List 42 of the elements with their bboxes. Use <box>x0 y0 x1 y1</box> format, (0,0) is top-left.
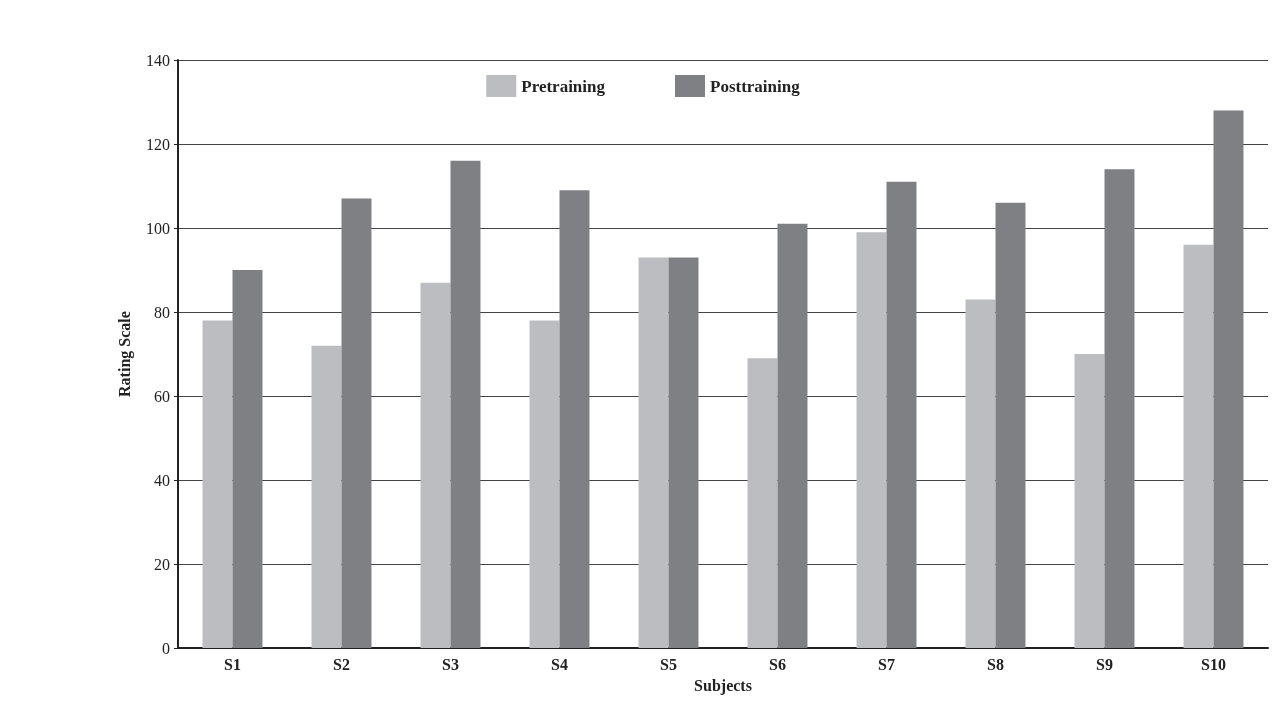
bar <box>202 320 233 649</box>
x-tick-label: S5 <box>660 655 677 673</box>
y-tick-label: 80 <box>154 303 170 321</box>
y-tick-label: 20 <box>154 555 170 573</box>
bar <box>450 160 481 649</box>
bar <box>232 270 263 649</box>
bar <box>886 181 917 649</box>
x-tick-label: S8 <box>987 655 1004 673</box>
bar <box>559 190 590 649</box>
y-tick-label: 0 <box>162 639 170 657</box>
y-tick-label: 120 <box>146 135 170 153</box>
bar <box>529 320 560 649</box>
x-tick-label: S1 <box>224 655 241 673</box>
bar <box>777 223 808 649</box>
bar <box>638 257 669 649</box>
bar <box>965 299 996 649</box>
bar <box>1104 169 1135 649</box>
x-tick-label: S7 <box>878 655 895 673</box>
bar <box>1183 244 1214 649</box>
y-tick-label: 100 <box>146 219 170 237</box>
x-axis-title: Subjects <box>694 676 752 695</box>
x-tick-label: S2 <box>333 655 350 673</box>
x-tick-label: S4 <box>551 655 568 673</box>
bar <box>1213 110 1244 649</box>
y-tick-label: 40 <box>154 471 170 489</box>
legend-label: Pretraining <box>521 76 606 96</box>
bar <box>1074 354 1105 649</box>
bar <box>668 257 699 649</box>
y-tick-label: 60 <box>154 387 170 405</box>
bar <box>341 198 372 649</box>
x-tick-label: S10 <box>1201 655 1226 673</box>
x-tick-label: S6 <box>769 655 786 673</box>
bar <box>995 202 1026 649</box>
bar <box>420 282 451 649</box>
bar <box>311 345 342 649</box>
bar <box>747 358 778 649</box>
y-axis-title: Rating Scale <box>115 311 134 397</box>
x-tick-label: S3 <box>442 655 459 673</box>
legend-label: Posttraining <box>710 76 801 96</box>
bar <box>856 232 887 649</box>
y-tick-label: 140 <box>146 51 170 69</box>
x-tick-label: S9 <box>1096 655 1113 673</box>
